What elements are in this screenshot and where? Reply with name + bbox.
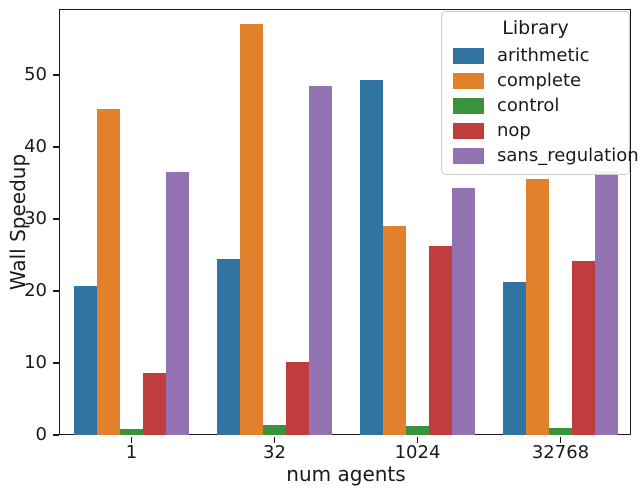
y-tick-mark xyxy=(53,290,59,292)
x-tick-mark xyxy=(416,437,419,443)
legend-swatch-arithmetic xyxy=(453,47,484,64)
bar-nop xyxy=(143,373,166,435)
y-tick-mark xyxy=(53,362,59,364)
x-tick-mark xyxy=(559,437,562,443)
bar-arithmetic xyxy=(360,79,383,435)
x-tick-label: 32 xyxy=(263,442,286,463)
y-tick-mark xyxy=(53,73,59,76)
legend-swatch-nop xyxy=(453,122,484,139)
legend-row-nop: nop xyxy=(442,118,629,143)
y-tick-mark xyxy=(53,146,59,148)
legend-label-sans_regulation: sans_regulation xyxy=(497,145,639,166)
bar-complete xyxy=(383,226,406,435)
legend-row-control: control xyxy=(442,93,629,118)
bar-arithmetic xyxy=(74,285,97,435)
bar-nop xyxy=(572,261,595,435)
bar-control xyxy=(549,427,572,435)
y-axis-label: Wall Speedup xyxy=(6,153,30,291)
y-tick-label: 50 xyxy=(24,63,47,85)
bar-control xyxy=(120,429,143,435)
legend-label-nop: nop xyxy=(497,120,531,141)
legend-label-arithmetic: arithmetic xyxy=(497,45,590,66)
legend-label-complete: complete xyxy=(497,70,582,91)
legend-swatch-sans_regulation xyxy=(453,147,484,164)
x-tick-mark xyxy=(130,437,133,443)
x-tick-label: 32768 xyxy=(531,442,590,463)
bar-complete xyxy=(526,179,549,435)
y-tick-label: 0 xyxy=(35,424,47,445)
legend: Library arithmetic complete control nop sans… xyxy=(441,11,639,175)
bar-nop xyxy=(286,361,309,435)
x-axis-label: num agents xyxy=(286,462,406,486)
bar-sans_regulation xyxy=(166,172,189,435)
x-tick-label: 1 xyxy=(125,442,138,463)
bar-arithmetic xyxy=(217,259,240,435)
y-tick-mark xyxy=(53,434,59,436)
bar-control xyxy=(406,426,429,435)
x-tick-label: 1024 xyxy=(394,442,441,463)
x-tick-mark xyxy=(273,437,276,443)
y-tick-label: 30 xyxy=(24,207,47,229)
bar-control xyxy=(263,424,286,435)
y-tick-label: 40 xyxy=(24,135,47,157)
y-tick-label: 10 xyxy=(24,351,47,373)
legend-swatch-complete xyxy=(453,72,484,89)
legend-label-control: control xyxy=(497,95,560,116)
bar-arithmetic xyxy=(503,282,526,435)
y-tick-label: 20 xyxy=(24,279,47,301)
legend-row-sans_regulation: sans_regulation xyxy=(442,143,639,168)
bar-sans_regulation xyxy=(452,187,475,435)
legend-row-arithmetic: arithmetic xyxy=(442,43,629,68)
legend-row-complete: complete xyxy=(442,68,629,93)
y-tick-mark xyxy=(53,218,59,220)
legend-rows: arithmetic complete control nop sans_regulat… xyxy=(442,43,639,168)
legend-title: Library xyxy=(502,17,569,39)
bar-nop xyxy=(429,245,452,435)
bar-sans_regulation xyxy=(595,171,618,435)
bar-complete xyxy=(240,24,263,435)
bar-complete xyxy=(97,108,120,435)
bar-sans_regulation xyxy=(309,86,332,435)
legend-swatch-control xyxy=(453,97,484,114)
